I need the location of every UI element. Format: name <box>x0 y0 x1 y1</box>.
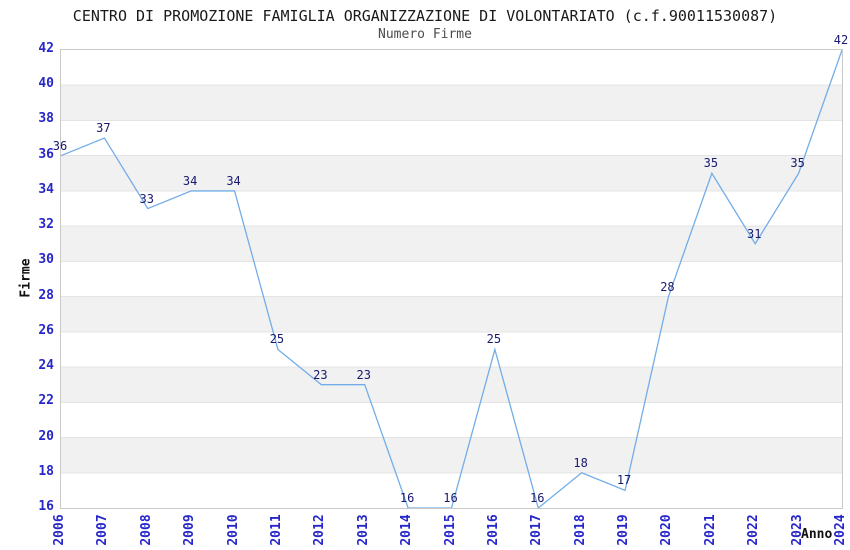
y-tick-label-32: 32 <box>38 217 54 233</box>
value-label-2021: 35 <box>703 156 719 171</box>
x-tick-label-2016: 2016 <box>485 514 501 546</box>
x-tick-label-2020: 2020 <box>659 514 675 546</box>
chart-subtitle: Numero Firme <box>378 27 472 42</box>
y-tick-label-42: 42 <box>38 41 54 56</box>
value-label-2016: 25 <box>486 332 502 347</box>
x-tick-label-2011: 2011 <box>268 514 284 546</box>
x-tick-label-2008: 2008 <box>138 514 154 546</box>
value-label-2022: 31 <box>746 226 762 241</box>
x-tick-label-2007: 2007 <box>95 514 111 546</box>
x-tick-label-2021: 2021 <box>702 514 718 546</box>
grid-band <box>61 296 842 332</box>
value-label-2010: 34 <box>226 173 241 188</box>
value-label-2023: 35 <box>790 156 805 171</box>
x-tick-label-2017: 2017 <box>529 514 545 546</box>
x-tick-label-2014: 2014 <box>399 514 415 546</box>
x-tick-label-2006: 2006 <box>52 514 67 546</box>
value-label-2015: 16 <box>443 491 458 505</box>
x-tick-label-2018: 2018 <box>572 514 588 546</box>
value-label-2011: 25 <box>269 332 285 347</box>
x-tick-label-2022: 2022 <box>746 514 762 546</box>
x-tick-label-2012: 2012 <box>312 514 328 546</box>
x-tick-label-2009: 2009 <box>182 514 198 546</box>
value-label-2013: 23 <box>356 367 371 382</box>
y-tick-label-38: 38 <box>38 111 54 127</box>
value-label-2014: 16 <box>399 491 415 505</box>
value-label-2017: 16 <box>530 491 545 505</box>
grid-band <box>61 367 842 403</box>
value-label-2008: 33 <box>139 191 154 206</box>
y-tick-label-26: 26 <box>38 322 54 338</box>
y-tick-label-20: 20 <box>38 428 54 444</box>
x-tick-label-2019: 2019 <box>616 514 632 546</box>
value-label-2012: 23 <box>313 367 328 382</box>
y-tick-label-22: 22 <box>38 393 54 409</box>
grid-band <box>61 437 842 473</box>
grid-band <box>61 85 842 121</box>
value-label-2024: 42 <box>833 33 849 47</box>
chart-title: CENTRO DI PROMOZIONE FAMIGLIA ORGANIZZAZ… <box>72 7 778 25</box>
value-label-2019: 17 <box>616 473 632 488</box>
y-tick-label-24: 24 <box>38 358 54 374</box>
y-tick-label-16: 16 <box>38 499 54 514</box>
grid-band <box>61 226 842 262</box>
x-tick-label-2024: 2024 <box>833 514 848 546</box>
x-tick-label-2015: 2015 <box>442 514 458 546</box>
grid-band <box>61 155 842 191</box>
y-tick-label-40: 40 <box>38 76 54 92</box>
value-label-2009: 34 <box>182 173 198 188</box>
y-tick-label-30: 30 <box>38 252 54 268</box>
x-tick-label-2010: 2010 <box>225 514 241 546</box>
x-tick-label-2013: 2013 <box>355 514 371 546</box>
plot-area <box>60 49 843 509</box>
series-line-numero-firme <box>61 50 842 508</box>
x-axis-title: Anno <box>801 527 833 542</box>
line-series-svg <box>61 50 842 508</box>
y-tick-label-36: 36 <box>38 146 54 162</box>
value-label-2007: 37 <box>96 121 111 136</box>
value-label-2018: 18 <box>573 455 588 470</box>
y-tick-label-34: 34 <box>38 181 54 197</box>
y-tick-label-18: 18 <box>38 463 54 479</box>
value-label-2020: 28 <box>660 279 675 294</box>
value-label-2006: 36 <box>52 138 68 153</box>
y-tick-label-28: 28 <box>38 287 54 303</box>
